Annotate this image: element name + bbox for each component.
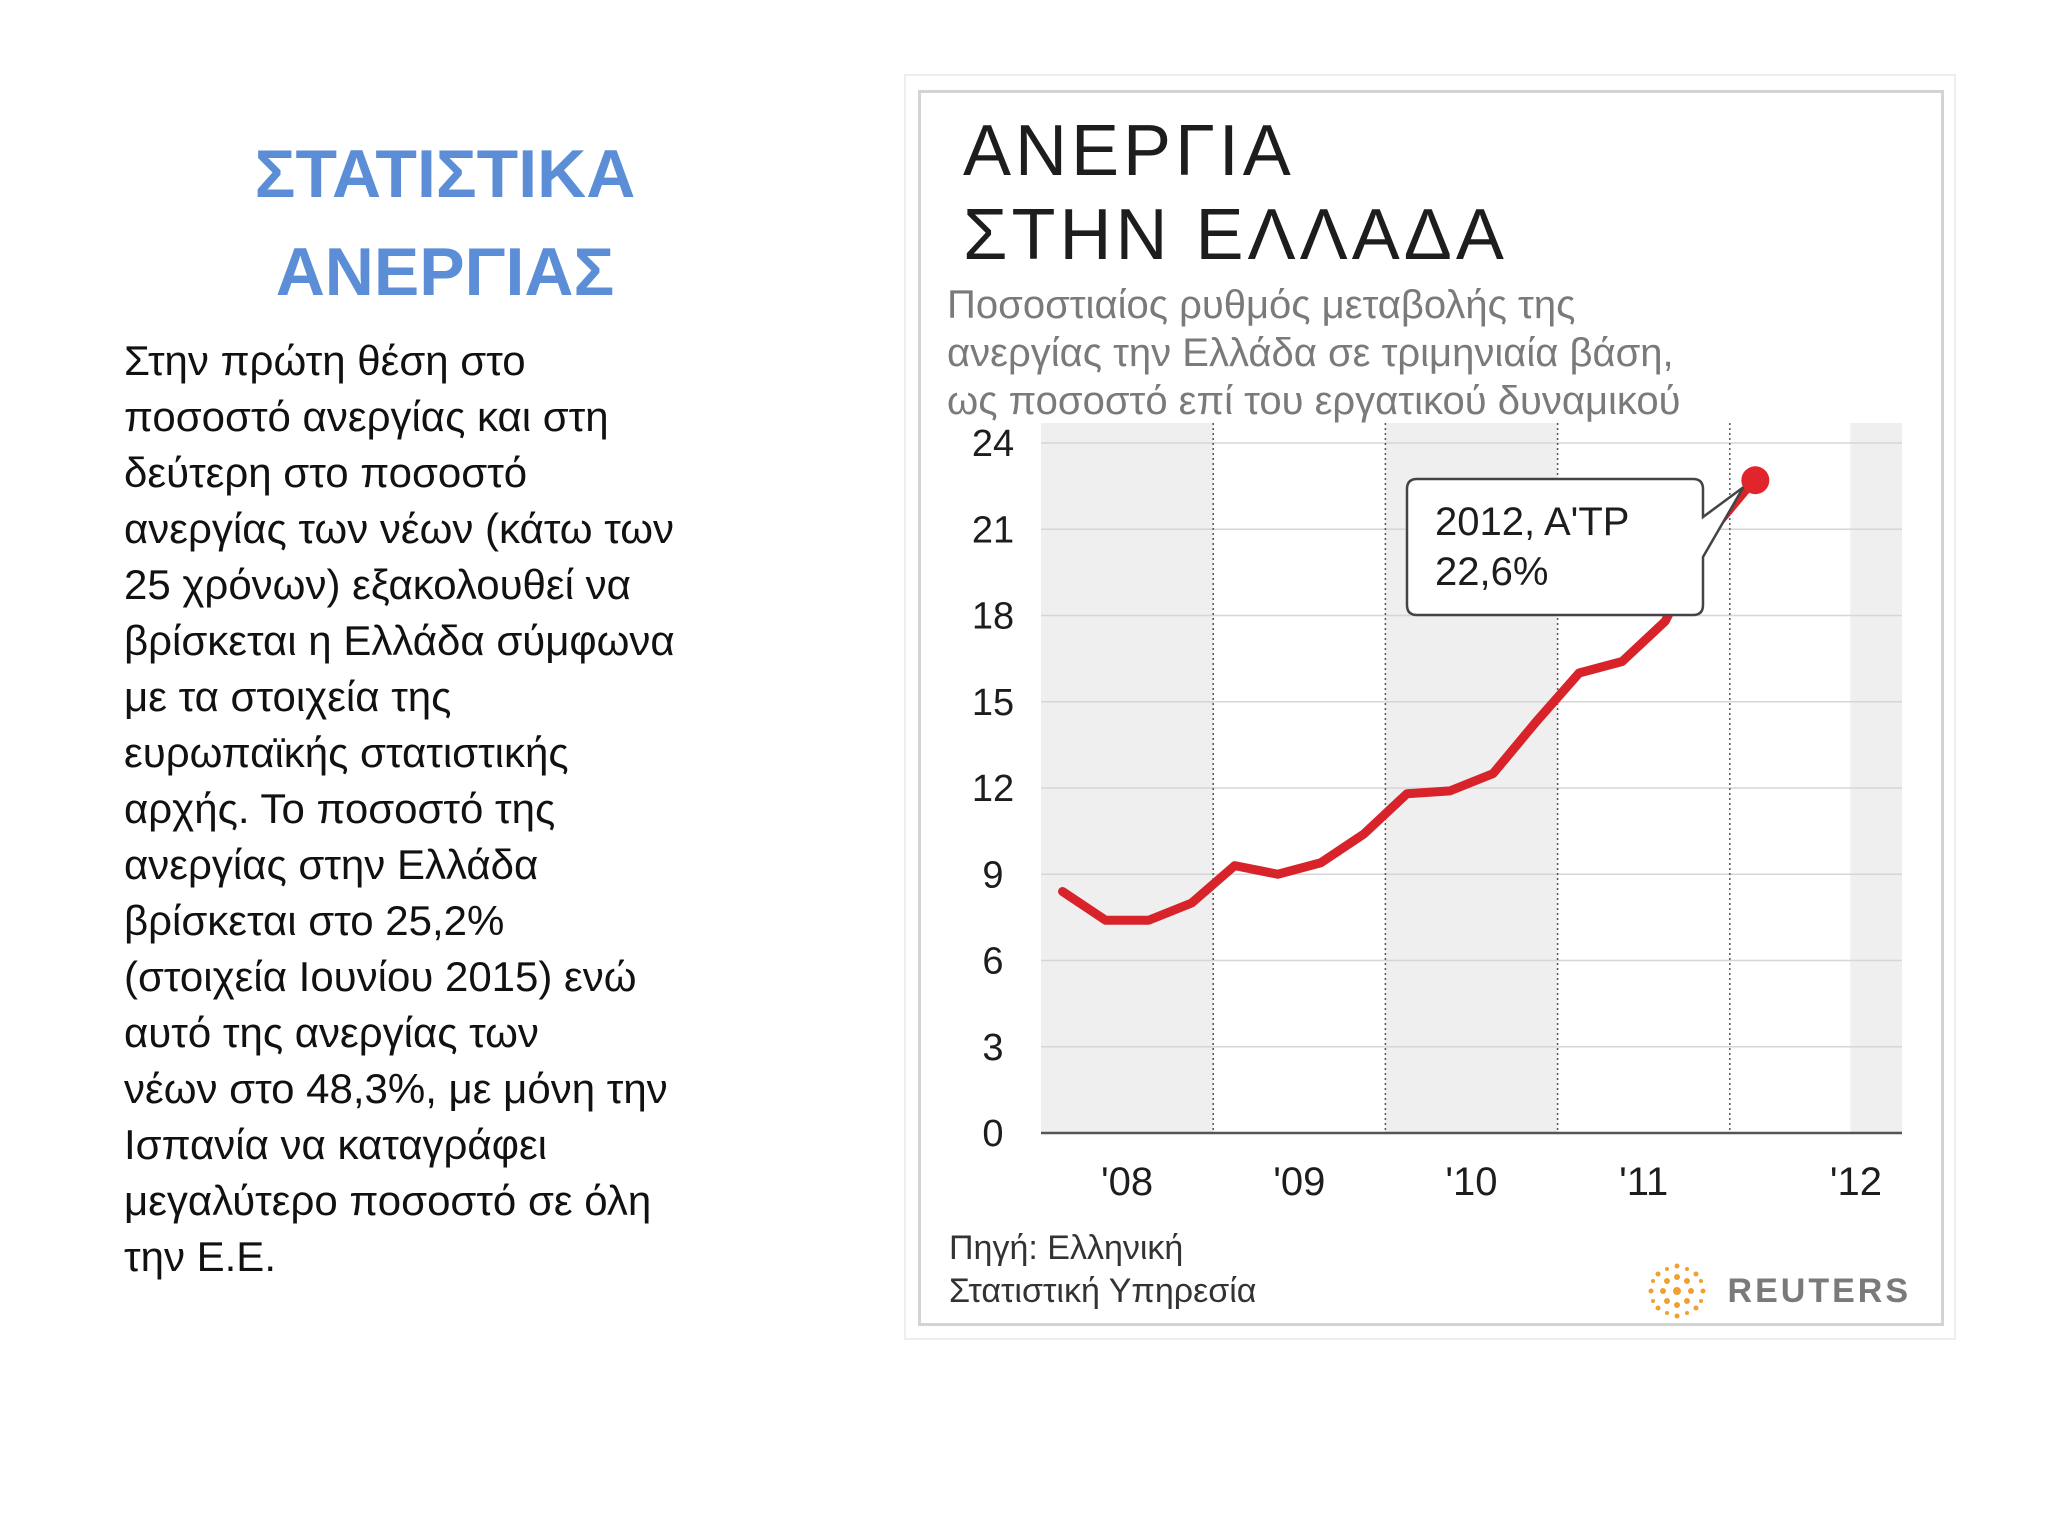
data-point (1664, 620, 1667, 623)
body-line: ευρωπαϊκής στατιστικής (124, 729, 569, 776)
slide-title: ΣΤΑΤΙΣΤΙΚΑ ΑΝΕΡΓΙΑΣ (130, 125, 760, 321)
body-line: μεγαλύτερο ποσοστό σε όλη (124, 1177, 652, 1224)
reuters-wordmark: REUTERS (1727, 1271, 1911, 1310)
data-point (1621, 660, 1624, 663)
data-point (1061, 890, 1064, 893)
y-tick-label: 3 (982, 1027, 1003, 1069)
latest-point-marker (1741, 466, 1770, 495)
body-line: νέων στο 48,3%, με μόνη την (124, 1065, 668, 1112)
line-chart: 0 3 6 9 12 15 18 21 24 '08 '09 '10 '11 '12 2012, Α'ΤΡ 2… (972, 423, 1902, 1204)
body-line: 25 χρόνων) εξακολουθεί να (124, 561, 631, 608)
slide-title-line-1: ΣΤΑΤΙΣΤΙΚΑ (254, 136, 636, 212)
reuters-logo-icon (1648, 1263, 1706, 1319)
chart-figure: ΑΝΕΡΓΙΑ ΣΤΗΝ ΕΛΛΑΔΑ Ποσοστιαίος ρυθμός μ… (904, 74, 1956, 1340)
chart-title-line-2: ΣΤΗΝ ΕΛΛΑΔΑ (963, 195, 1508, 275)
body-line: Στην πρώτη θέση στο (124, 337, 526, 384)
body-line: (στοιχεία Ιουνίου 2015) ενώ (124, 953, 637, 1000)
data-point (1578, 672, 1581, 674)
y-tick-label: 6 (982, 941, 1003, 983)
body-line: Ισπανία να καταγράφει (124, 1121, 547, 1168)
y-tick-label: 9 (982, 854, 1003, 896)
data-point (1190, 902, 1193, 904)
y-tick-label: 18 (972, 596, 1014, 638)
reuters-brand: REUTERS (1642, 1261, 1911, 1321)
x-tick-label: '11 (1619, 1160, 1668, 1204)
source-line-1: Πηγή: Ελληνική (949, 1229, 1184, 1267)
data-point (1104, 919, 1107, 922)
body-line: ποσοστό ανεργίας και στη (124, 393, 609, 440)
slide-title-line-2: ΑΝΕΡΓΙΑΣ (275, 234, 615, 310)
x-tick-label: '08 (1101, 1160, 1153, 1204)
body-line: δεύτερη στο ποσοστό (124, 449, 528, 496)
body-line: ανεργίας στην Ελλάδα (124, 841, 539, 888)
body-line: ανεργίας των νέων (κάτω των (124, 505, 675, 552)
body-line: βρίσκεται στο 25,2% (124, 897, 505, 944)
y-tick-label: 24 (972, 423, 1014, 465)
annotation-label: 2012, Α'ΤΡ (1435, 500, 1629, 544)
source-line-2: Στατιστική Υπηρεσία (949, 1272, 1257, 1310)
x-tick-label: '10 (1445, 1160, 1497, 1204)
y-tick-label: 21 (972, 509, 1014, 551)
body-line: την Ε.Ε. (124, 1233, 276, 1280)
chart-subtitle: Ποσοστιαίος ρυθμός μεταβολής της ανεργία… (947, 281, 1957, 425)
data-point (1233, 864, 1236, 867)
body-line: βρίσκεται η Ελλάδα σύμφωνα (124, 617, 675, 664)
body-line: με τα στοιχεία της (124, 673, 452, 720)
y-tick-label: 15 (972, 682, 1014, 724)
chart-title-line-1: ΑΝΕΡΓΙΑ (963, 111, 1295, 191)
data-point (1405, 792, 1408, 795)
body-text: Στην πρώτη θέση στο ποσοστό ανεργίας και… (124, 333, 784, 1285)
data-point (1276, 873, 1279, 876)
data-point (1362, 833, 1365, 835)
x-tick-label: '12 (1830, 1160, 1882, 1204)
data-point (1319, 861, 1322, 864)
body-line: αρχής. Το ποσοστό της (124, 785, 556, 832)
year-band-shade (1041, 423, 1214, 1133)
data-point (1535, 720, 1538, 723)
data-point (1492, 772, 1495, 775)
chart-source: Πηγή: Ελληνική Στατιστική Υπηρεσία (949, 1227, 1256, 1313)
chart-subtitle-line-1: Ποσοστιαίος ρυθμός μεταβολής της (947, 283, 1576, 327)
annotation-label: 22,6% (1435, 550, 1548, 594)
chart-panel: ΑΝΕΡΓΙΑ ΣΤΗΝ ΕΛΛΑΔΑ Ποσοστιαίος ρυθμός μ… (918, 90, 1944, 1326)
x-tick-label: '09 (1273, 1160, 1325, 1204)
chart-subtitle-line-3: ως ποσοστό επί του εργατικού δυναμικού (947, 379, 1681, 423)
chart-title: ΑΝΕΡΓΙΑ ΣΤΗΝ ΕΛΛΑΔΑ (963, 109, 1508, 277)
year-band-shade (1850, 423, 1902, 1133)
y-tick-label: 0 (982, 1113, 1003, 1155)
chart-subtitle-line-2: ανεργίας την Ελλάδα σε τριμηνιαία βάση, (947, 331, 1674, 375)
annotation-callout (1405, 477, 1745, 617)
data-point (1448, 789, 1451, 792)
body-line: αυτό της ανεργίας των (124, 1009, 539, 1056)
data-point (1147, 919, 1150, 922)
y-tick-label: 12 (972, 768, 1014, 810)
